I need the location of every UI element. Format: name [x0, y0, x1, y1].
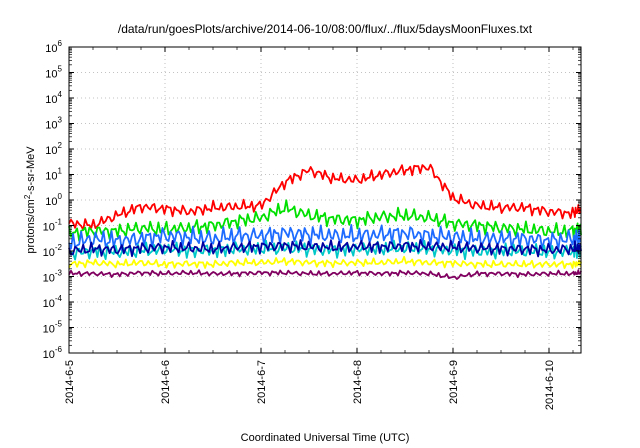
y-tick-label: 10-1	[43, 218, 63, 234]
x-tick-label: 2014-6-8	[352, 360, 364, 404]
y-tick-label: 10-4	[43, 294, 63, 310]
x-axis-ticks: 2014-6-5 2014-6-6 2014-6-7 2014-6-8 2014-6-9…	[64, 47, 574, 410]
y-tick-label: 101	[45, 167, 62, 183]
y-tick-label: 100	[45, 192, 62, 208]
y-tick-label: 105	[45, 65, 62, 81]
y-tick-label: 104	[45, 90, 62, 106]
y-tick-label: 106	[45, 39, 62, 55]
y-tick-label: 10-5	[43, 320, 63, 336]
series-line	[68, 199, 582, 242]
y-tick-label: 102	[45, 141, 62, 157]
series-lines	[68, 163, 582, 280]
y-tick-label: 103	[45, 116, 62, 132]
series-line	[68, 255, 582, 270]
x-tick-label: 2014-6-6	[160, 360, 172, 404]
y-tick-label: 10-2	[43, 243, 63, 259]
series-line	[68, 238, 582, 258]
x-tick-label: 2014-6-5	[64, 360, 76, 404]
series-line	[68, 223, 582, 252]
series-line	[68, 269, 582, 280]
x-axis-label: Coordinated Universal Time (UTC)	[241, 432, 410, 444]
series-line	[68, 163, 582, 231]
y-tick-label: 10-3	[43, 269, 63, 285]
x-tick-label: 2014-6-10	[544, 360, 556, 410]
grid-lines	[69, 47, 581, 353]
y-axis-label: protons/cm2-s-sr-MeV	[23, 146, 37, 254]
x-tick-label: 2014-6-9	[448, 360, 460, 404]
y-axis-ticks: 10-6 10-5 10-4 10-3 10-2 10-1 100 101 102 103 104 1…	[43, 39, 581, 361]
y-tick-label: 10-6	[43, 345, 63, 361]
chart-title: /data/run/goesPlots/archive/2014-06-10/0…	[118, 22, 533, 36]
x-tick-label: 2014-6-7	[256, 360, 268, 404]
